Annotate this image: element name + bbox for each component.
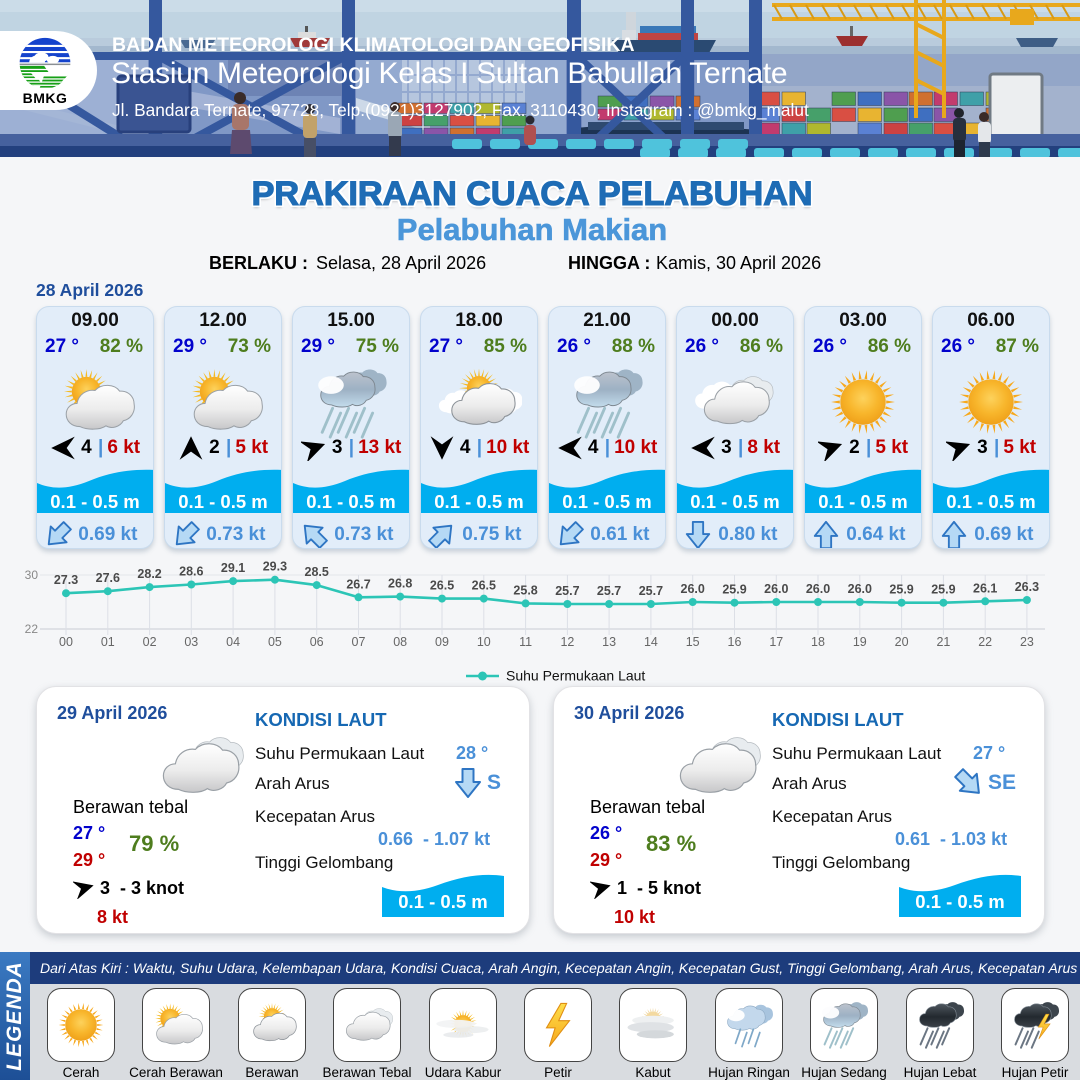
svg-text:23: 23 [1020, 635, 1034, 649]
svg-text:26.5: 26.5 [472, 579, 496, 593]
svg-text:15: 15 [686, 635, 700, 649]
svg-text:27.6: 27.6 [96, 571, 120, 585]
svg-text:11: 11 [519, 635, 532, 649]
svg-text:06: 06 [310, 635, 324, 649]
svg-text:10: 10 [477, 635, 491, 649]
svg-text:26.5: 26.5 [430, 579, 454, 593]
svg-text:Suhu Permukaan Laut: Suhu Permukaan Laut [506, 668, 645, 684]
svg-text:02: 02 [143, 635, 157, 649]
svg-text:22: 22 [978, 635, 992, 649]
svg-text:05: 05 [268, 635, 282, 649]
svg-text:07: 07 [352, 635, 366, 649]
svg-text:25.7: 25.7 [597, 584, 621, 598]
svg-text:26.8: 26.8 [388, 577, 412, 591]
svg-text:27.3: 27.3 [54, 573, 78, 587]
svg-text:17: 17 [769, 635, 783, 649]
svg-text:26.3: 26.3 [1015, 580, 1039, 594]
svg-text:12: 12 [560, 635, 574, 649]
svg-text:21: 21 [936, 635, 950, 649]
svg-text:26.0: 26.0 [806, 582, 830, 596]
svg-text:13: 13 [602, 635, 616, 649]
svg-text:29.3: 29.3 [263, 560, 287, 574]
svg-text:26.0: 26.0 [848, 582, 872, 596]
svg-text:20: 20 [895, 635, 909, 649]
svg-text:28.2: 28.2 [137, 567, 161, 581]
svg-text:22: 22 [25, 622, 39, 636]
svg-text:29.1: 29.1 [221, 561, 245, 575]
svg-text:25.9: 25.9 [722, 583, 746, 597]
svg-text:26.7: 26.7 [346, 577, 370, 591]
svg-text:28.6: 28.6 [179, 565, 203, 579]
svg-text:18: 18 [811, 635, 825, 649]
svg-text:19: 19 [853, 635, 867, 649]
svg-text:09: 09 [435, 635, 449, 649]
svg-text:25.9: 25.9 [889, 583, 913, 597]
svg-text:26.0: 26.0 [764, 582, 788, 596]
svg-text:01: 01 [101, 635, 115, 649]
svg-text:26.1: 26.1 [973, 581, 997, 595]
svg-text:30: 30 [25, 568, 39, 582]
svg-text:25.7: 25.7 [639, 584, 663, 598]
svg-text:03: 03 [184, 635, 198, 649]
svg-text:25.7: 25.7 [555, 584, 579, 598]
svg-text:25.8: 25.8 [513, 583, 537, 597]
svg-text:04: 04 [226, 635, 240, 649]
svg-text:14: 14 [644, 635, 658, 649]
svg-text:08: 08 [393, 635, 407, 649]
svg-text:25.9: 25.9 [931, 583, 955, 597]
svg-text:16: 16 [728, 635, 742, 649]
svg-text:28.5: 28.5 [305, 565, 329, 579]
svg-text:26.0: 26.0 [681, 582, 705, 596]
svg-text:00: 00 [59, 635, 73, 649]
